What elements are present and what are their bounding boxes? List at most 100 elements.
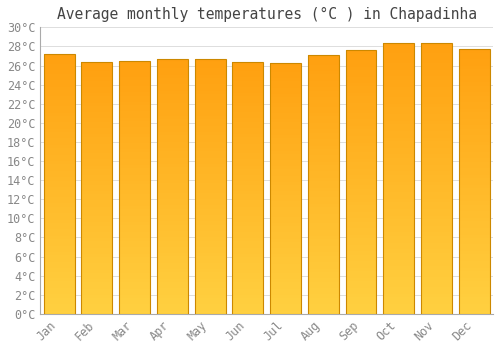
Bar — [458, 244, 490, 248]
Bar — [270, 289, 301, 292]
Bar — [346, 192, 376, 195]
Bar — [119, 172, 150, 175]
Bar — [308, 168, 338, 172]
Bar — [157, 237, 188, 240]
Bar — [270, 248, 301, 251]
Bar — [232, 254, 264, 257]
Bar — [194, 110, 226, 113]
Bar — [270, 223, 301, 226]
Bar — [119, 67, 150, 70]
Bar — [308, 220, 338, 223]
Bar — [458, 172, 490, 175]
Bar — [157, 100, 188, 104]
Bar — [44, 194, 74, 197]
Bar — [44, 210, 74, 213]
Bar — [44, 93, 74, 96]
Bar — [194, 122, 226, 126]
Bar — [82, 201, 112, 204]
Bar — [458, 109, 490, 112]
Bar — [384, 226, 414, 229]
Bar — [421, 70, 452, 73]
Bar — [194, 196, 226, 199]
Bar — [82, 194, 112, 197]
Bar — [194, 205, 226, 209]
Bar — [346, 103, 376, 106]
Bar — [308, 226, 338, 230]
Bar — [346, 123, 376, 126]
Bar — [194, 88, 226, 91]
Bar — [157, 110, 188, 113]
Bar — [157, 71, 188, 75]
Bar — [157, 142, 188, 145]
Bar — [458, 218, 490, 221]
Bar — [308, 178, 338, 181]
Bar — [384, 294, 414, 297]
Bar — [308, 71, 338, 75]
Bar — [82, 96, 112, 99]
Bar — [44, 256, 74, 259]
Bar — [384, 56, 414, 60]
Bar — [346, 126, 376, 129]
Bar — [44, 265, 74, 268]
Bar — [308, 249, 338, 252]
Bar — [458, 215, 490, 218]
Bar — [232, 286, 264, 289]
Bar — [82, 219, 112, 223]
Bar — [308, 233, 338, 236]
Bar — [82, 178, 112, 182]
Bar — [82, 286, 112, 289]
Bar — [308, 175, 338, 178]
Bar — [157, 212, 188, 215]
Bar — [157, 301, 188, 304]
Bar — [308, 207, 338, 210]
Bar — [270, 110, 301, 113]
Bar — [119, 251, 150, 254]
Bar — [458, 49, 490, 52]
Bar — [119, 266, 150, 270]
Bar — [194, 247, 226, 250]
Bar — [458, 152, 490, 155]
Bar — [157, 215, 188, 218]
Bar — [308, 252, 338, 256]
Bar — [308, 113, 338, 117]
Bar — [157, 129, 188, 132]
Bar — [458, 264, 490, 268]
Bar — [194, 145, 226, 148]
Bar — [194, 215, 226, 218]
Bar — [346, 67, 376, 70]
Bar — [82, 62, 112, 65]
Bar — [119, 225, 150, 229]
Bar — [44, 67, 74, 70]
Bar — [44, 203, 74, 207]
Bar — [157, 272, 188, 276]
Bar — [157, 199, 188, 202]
Bar — [44, 57, 74, 61]
Bar — [384, 307, 414, 310]
Bar — [232, 289, 264, 292]
Bar — [421, 250, 452, 253]
Bar — [421, 43, 452, 46]
Bar — [194, 228, 226, 231]
Bar — [308, 107, 338, 110]
Bar — [194, 311, 226, 314]
Bar — [44, 174, 74, 177]
Bar — [458, 102, 490, 105]
Bar — [44, 122, 74, 126]
Bar — [157, 97, 188, 100]
Bar — [270, 182, 301, 185]
Bar — [82, 267, 112, 270]
Bar — [232, 304, 264, 308]
Bar — [232, 166, 264, 169]
Bar — [458, 268, 490, 271]
Bar — [384, 192, 414, 195]
Bar — [232, 147, 264, 150]
Bar — [194, 301, 226, 304]
Bar — [270, 154, 301, 157]
Bar — [308, 194, 338, 197]
Bar — [308, 265, 338, 268]
Bar — [232, 134, 264, 137]
Bar — [270, 179, 301, 182]
Bar — [308, 97, 338, 100]
Bar — [232, 121, 264, 125]
Bar — [157, 177, 188, 180]
